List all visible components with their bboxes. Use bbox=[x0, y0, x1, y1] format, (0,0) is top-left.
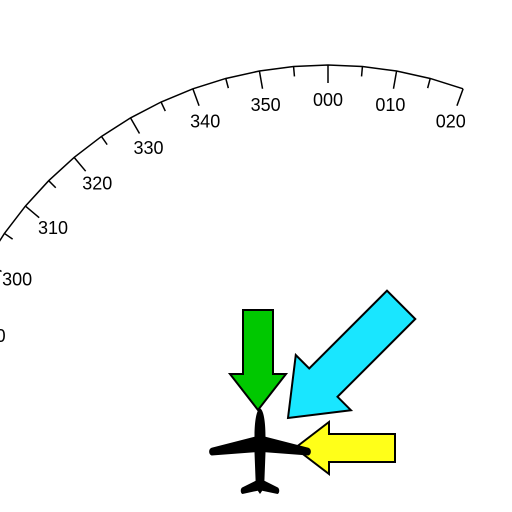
compass-tick-minor bbox=[161, 102, 165, 111]
compass-label: 330 bbox=[133, 138, 163, 158]
airplane-icon bbox=[209, 408, 311, 494]
compass-label: 020 bbox=[436, 111, 466, 131]
compass-label: 340 bbox=[190, 111, 220, 131]
compass-tick-minor bbox=[101, 136, 107, 144]
wind-arrow-yellow bbox=[295, 422, 395, 474]
compass-label: 290 bbox=[0, 326, 6, 346]
compass-tick-minor bbox=[294, 67, 295, 77]
compass-label: 350 bbox=[251, 95, 281, 115]
compass-label: 320 bbox=[82, 174, 112, 194]
compass-tick-major bbox=[393, 71, 396, 89]
compass-tick-major bbox=[131, 118, 140, 134]
compass-tick-major bbox=[259, 71, 262, 89]
compass-label: 310 bbox=[38, 218, 68, 238]
compass-tick-minor bbox=[362, 67, 363, 77]
compass-tick-major bbox=[25, 206, 39, 218]
compass-label: 000 bbox=[313, 90, 343, 110]
wind-diagram: 280290300310320330340350000010020 bbox=[0, 0, 512, 512]
wind-arrow-cyan bbox=[288, 291, 415, 418]
compass-tick-minor bbox=[226, 78, 229, 88]
compass-label: 010 bbox=[375, 95, 405, 115]
compass-tick-major bbox=[457, 89, 463, 106]
compass-label: 300 bbox=[2, 269, 32, 289]
compass-tick-minor bbox=[4, 233, 12, 239]
compass-tick-major bbox=[193, 89, 199, 106]
wind-arrow-green bbox=[230, 310, 286, 410]
compass-tick-minor bbox=[49, 181, 56, 188]
compass-tick-major bbox=[74, 157, 86, 171]
compass-tick-minor bbox=[428, 78, 431, 88]
